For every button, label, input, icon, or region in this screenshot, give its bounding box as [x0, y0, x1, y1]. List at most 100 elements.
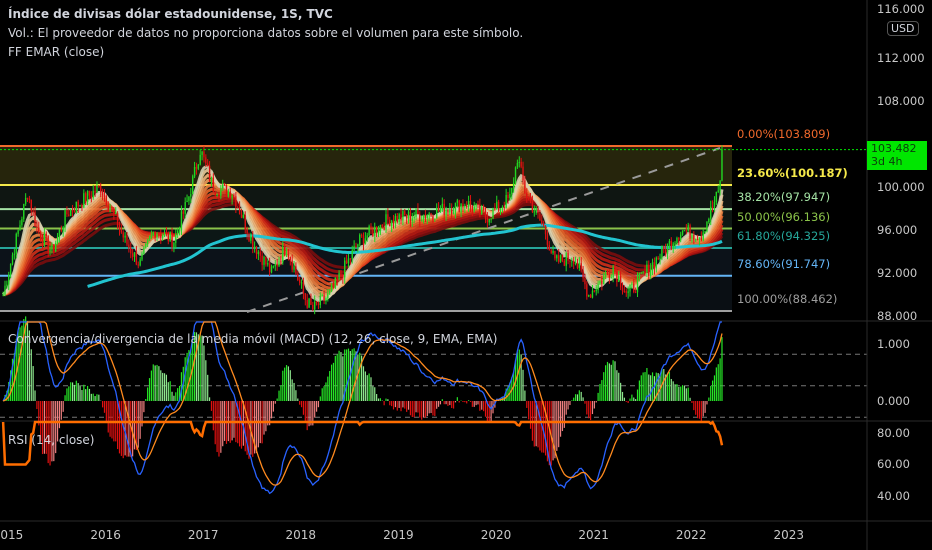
- fib-level-label: 100.00%(88.462): [737, 292, 838, 307]
- macd-histogram-bar: [421, 401, 423, 420]
- candle-body: [85, 193, 87, 202]
- macd-label[interactable]: Convergencia/divergencia de la media móv…: [8, 332, 498, 346]
- macd-histogram-bar: [118, 401, 121, 454]
- macd-histogram-bar: [269, 401, 271, 426]
- candle-body: [511, 187, 513, 194]
- macd-histogram-bar: [66, 388, 68, 401]
- candle-body: [310, 298, 312, 305]
- macd-histogram-bar: [287, 366, 290, 401]
- macd-histogram-bar: [60, 401, 62, 420]
- candle-body: [542, 223, 545, 227]
- price-tick: 112.000: [877, 51, 925, 65]
- macd-histogram-bar: [529, 401, 532, 429]
- macd-histogram-bar: [445, 401, 447, 405]
- macd-histogram-bar: [573, 397, 575, 401]
- candle-body: [75, 201, 78, 213]
- candle-body: [638, 272, 641, 278]
- candle-body: [460, 204, 462, 213]
- candle-body: [317, 303, 320, 306]
- macd-histogram-bar: [672, 381, 674, 401]
- candle-body: [60, 229, 63, 231]
- candle-body: [531, 201, 534, 212]
- macd-histogram-bar: [55, 401, 57, 454]
- rsi-label[interactable]: RSI (14, close): [8, 433, 95, 447]
- macd-histogram-bar: [584, 401, 586, 404]
- macd-histogram-bar: [210, 401, 213, 411]
- candle-body: [437, 207, 440, 212]
- macd-histogram-bar: [526, 401, 528, 408]
- macd-histogram-bar: [83, 384, 85, 401]
- macd-histogram-bar: [158, 366, 160, 401]
- candle-body: [644, 271, 646, 273]
- candle-body: [454, 202, 457, 213]
- candle-body: [606, 273, 609, 275]
- macd-histogram-bar: [680, 386, 682, 401]
- macd-histogram-bar: [533, 401, 535, 447]
- candle-body: [291, 260, 293, 270]
- macd-histogram-bar: [126, 401, 128, 457]
- candle-body: [546, 234, 549, 245]
- candle-body: [501, 206, 504, 209]
- candle-body: [338, 273, 340, 280]
- macd-histogram-bar: [345, 349, 348, 401]
- candle-body: [627, 291, 629, 293]
- candle-body: [304, 293, 307, 301]
- candle-body: [377, 231, 380, 234]
- macd-histogram-bar: [374, 387, 376, 401]
- macd-histogram-bar: [267, 401, 269, 426]
- macd-histogram-bar: [588, 401, 590, 419]
- indicator-label[interactable]: FF EMAR (close): [8, 45, 105, 59]
- candle-body: [344, 260, 346, 278]
- candle-body: [713, 202, 716, 208]
- macd-histogram-bar: [385, 398, 387, 401]
- candle-body: [482, 207, 485, 211]
- macd-histogram-bar: [308, 401, 310, 427]
- macd-histogram-bar: [169, 381, 171, 401]
- candle-body: [15, 233, 17, 254]
- macd-histogram-bar: [396, 401, 398, 411]
- candle-body: [280, 261, 282, 263]
- macd-histogram-bar: [636, 389, 639, 401]
- candle-body: [674, 243, 676, 245]
- time-axis-label: 2015: [0, 528, 24, 542]
- candle-body: [520, 161, 522, 167]
- candle-body: [321, 295, 323, 297]
- macd-histogram-bar: [148, 378, 151, 401]
- candle-body: [165, 232, 168, 234]
- candle-body: [122, 232, 124, 238]
- macd-histogram-bar: [376, 394, 378, 401]
- macd-histogram-bar: [668, 371, 671, 401]
- candle-body: [666, 243, 669, 254]
- macd-histogram-bar: [441, 399, 443, 401]
- macd-histogram-bar: [449, 401, 451, 406]
- macd-histogram-bar: [329, 371, 331, 401]
- candle-body: [334, 277, 337, 288]
- candle-body: [439, 209, 442, 212]
- candle-body: [283, 246, 286, 256]
- candle-body: [169, 231, 171, 242]
- candle-body: [526, 193, 528, 198]
- macd-histogram-bar: [240, 401, 243, 449]
- macd-histogram-bar: [464, 401, 466, 403]
- macd-histogram-bar: [490, 401, 492, 423]
- macd-histogram-bar: [120, 401, 122, 456]
- candle-body: [518, 161, 520, 163]
- candle-body: [702, 232, 704, 241]
- candle-body: [270, 266, 273, 273]
- macd-histogram-bar: [98, 394, 100, 401]
- fib-level-label: 0.00%(103.809): [737, 127, 831, 142]
- candle-body: [636, 277, 639, 293]
- macd-histogram-bar: [205, 360, 207, 401]
- macd-histogram-bar: [492, 401, 494, 414]
- macd-histogram-bar: [383, 401, 385, 406]
- currency-button[interactable]: USD: [887, 21, 919, 36]
- rsi-line: [1, 420, 724, 466]
- macd-histogram-bar: [218, 401, 220, 457]
- macd-histogram-bar: [347, 348, 350, 401]
- candle-body: [571, 261, 573, 263]
- candle-body: [524, 180, 526, 194]
- macd-histogram-bar: [462, 401, 464, 403]
- macd-histogram-bar: [569, 401, 571, 406]
